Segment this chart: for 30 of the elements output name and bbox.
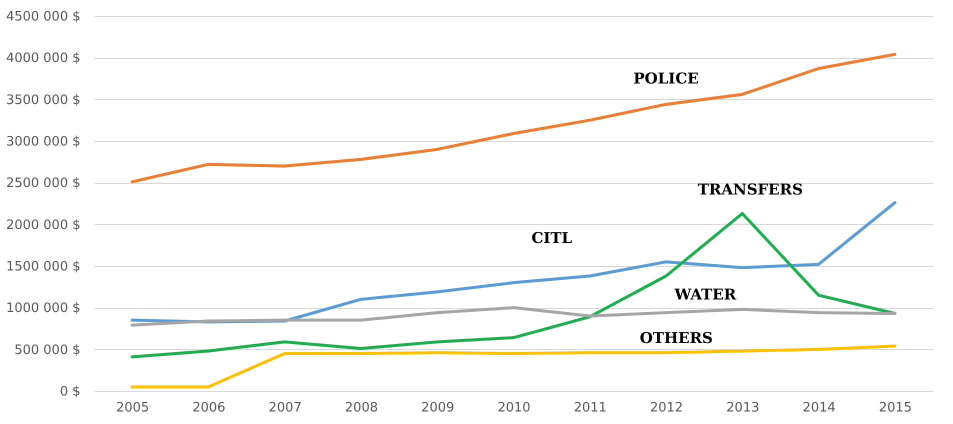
x-tick-label: 2015 xyxy=(878,400,912,416)
line-series xyxy=(130,344,896,388)
text: CITL xyxy=(531,229,573,247)
series-label: OTHERS xyxy=(640,329,713,347)
y-tick-label: 0 $ xyxy=(60,384,80,400)
y-tick-label: 1500 000 $ xyxy=(6,260,80,274)
y-tick-label: 2500 000 $ xyxy=(6,176,80,192)
y-tick-label: 3000 000 $ xyxy=(6,134,80,150)
x-tick-label: 2011 xyxy=(574,400,607,416)
series-label: WATER xyxy=(673,285,737,304)
x-tick-label: 2014 xyxy=(802,400,836,416)
x-tick-label: 2005 xyxy=(116,400,150,416)
line-series xyxy=(130,52,896,184)
x-tick-label: 2007 xyxy=(268,400,302,416)
y-tick-label: 1000 000 $ xyxy=(6,301,80,316)
x-tick-label: 2008 xyxy=(344,400,378,416)
y-tick-label: 3500 000 $ xyxy=(6,92,80,108)
x-tick-label: 2009 xyxy=(421,400,454,416)
x-tick-label: 2010 xyxy=(497,400,531,416)
x-tick-label: 2006 xyxy=(192,400,226,416)
y-tick-label: 500 000 $ xyxy=(14,342,80,358)
line-series xyxy=(130,306,896,327)
y-tick-label: 4000 000 $ xyxy=(6,51,80,66)
series-label: POLICE xyxy=(633,69,699,88)
y-tick-label: 4500 000 $ xyxy=(6,10,80,24)
series-label: TRANSFERS xyxy=(698,180,803,198)
y-tick-label: 2000 000 $ xyxy=(6,218,80,233)
x-tick-label: 2013 xyxy=(726,400,760,416)
line-series xyxy=(130,212,896,358)
x-tick-label: 2012 xyxy=(650,400,684,416)
